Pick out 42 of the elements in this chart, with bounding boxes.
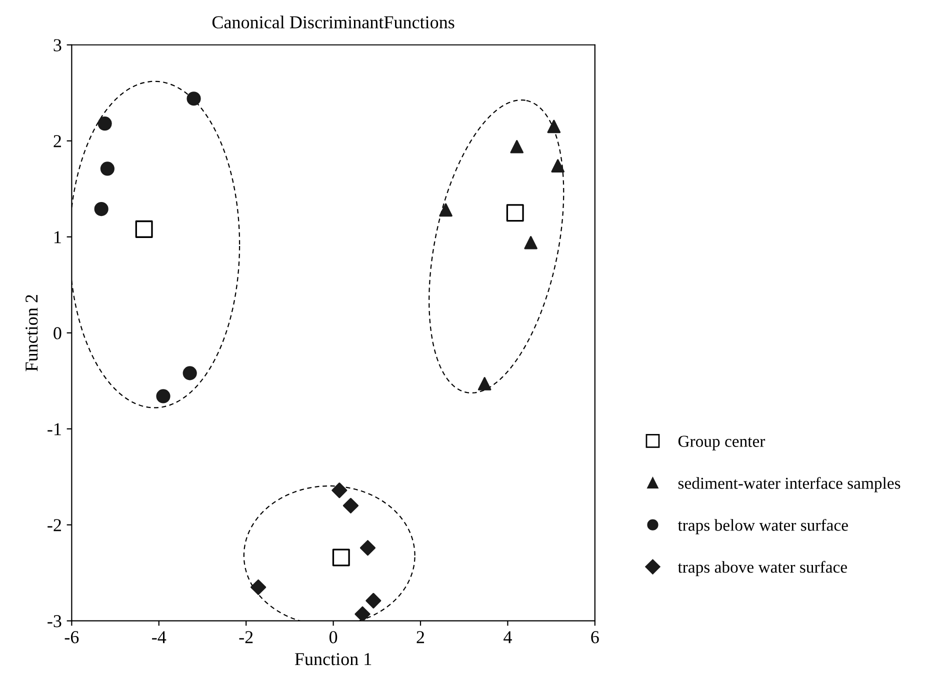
y-tick-label: -3 bbox=[48, 615, 62, 628]
x-tick-label: -6 bbox=[64, 631, 79, 644]
point bbox=[156, 389, 170, 404]
point bbox=[478, 377, 492, 390]
point bbox=[439, 203, 452, 217]
point bbox=[332, 482, 348, 498]
point bbox=[100, 162, 114, 176]
y-tick-label: 0 bbox=[54, 327, 62, 340]
legend-label: traps below water surface bbox=[678, 518, 848, 534]
y-tick-label: 2 bbox=[54, 135, 61, 148]
point bbox=[360, 540, 376, 556]
y-axis-title: Function 2 bbox=[26, 294, 38, 372]
point bbox=[342, 498, 359, 514]
point bbox=[135, 220, 153, 238]
legend-label: traps above water surface bbox=[678, 560, 847, 576]
point bbox=[551, 159, 564, 172]
legend-label: Group center bbox=[678, 436, 766, 450]
x-tick-label: 4 bbox=[504, 631, 512, 644]
y-tick-label: 1 bbox=[54, 231, 61, 244]
x-axis-title: Function 1 bbox=[294, 653, 372, 666]
point bbox=[182, 366, 197, 380]
point bbox=[186, 92, 201, 106]
chart-title: Canonical DiscriminantFunctions bbox=[212, 16, 454, 28]
y-tick-label: -1 bbox=[48, 423, 61, 436]
point bbox=[366, 592, 382, 608]
point bbox=[332, 548, 350, 566]
x-tick-label: 2 bbox=[416, 631, 424, 644]
x-tick-label: -4 bbox=[152, 631, 166, 644]
point bbox=[354, 606, 370, 621]
point bbox=[506, 204, 524, 222]
x-tick-label: -2 bbox=[239, 631, 253, 644]
y-tick-label: -2 bbox=[48, 519, 61, 532]
point bbox=[98, 116, 112, 131]
legend-label: sediment-water interface samples bbox=[678, 476, 900, 492]
point bbox=[524, 236, 538, 250]
y-tick-label: 3 bbox=[54, 39, 62, 52]
point bbox=[547, 120, 561, 134]
point bbox=[510, 140, 524, 154]
x-tick-label: 0 bbox=[329, 631, 338, 644]
point bbox=[94, 202, 108, 216]
x-tick-label: 6 bbox=[591, 631, 599, 644]
point bbox=[250, 579, 266, 596]
